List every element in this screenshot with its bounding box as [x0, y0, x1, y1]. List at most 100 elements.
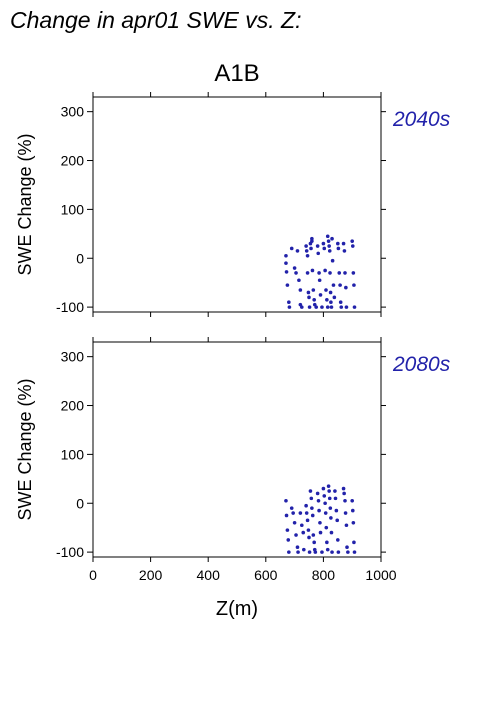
data-point	[312, 297, 316, 302]
data-point	[294, 271, 298, 275]
period-label: 2080s	[392, 353, 451, 376]
data-point	[317, 278, 322, 283]
data-point	[346, 550, 350, 554]
data-point	[289, 506, 294, 510]
data-point	[298, 511, 303, 515]
y-tick-label: 200	[61, 398, 85, 414]
x-tick-label: 600	[254, 567, 278, 583]
data-point	[304, 511, 309, 515]
data-point	[302, 547, 306, 552]
data-point	[329, 300, 333, 305]
data-point	[305, 271, 310, 275]
data-point	[331, 283, 336, 287]
data-point	[343, 271, 347, 275]
data-point	[326, 484, 331, 488]
data-point	[323, 268, 327, 273]
data-point	[310, 239, 314, 243]
data-point	[327, 489, 331, 493]
y-axis-label: SWE Change (%)	[15, 378, 35, 520]
figure-title: Change in apr01 SWE vs. Z:	[10, 7, 301, 33]
data-point	[287, 550, 291, 554]
y-tick-label: 200	[61, 153, 85, 169]
data-point	[284, 270, 289, 274]
data-point	[284, 499, 288, 503]
data-point	[341, 486, 346, 491]
data-point	[338, 300, 343, 305]
data-point	[344, 523, 349, 528]
data-point	[320, 305, 324, 309]
data-point	[341, 241, 346, 246]
data-point	[329, 305, 334, 309]
data-point	[336, 246, 341, 251]
data-point	[314, 305, 319, 309]
data-point	[344, 305, 349, 309]
data-point	[324, 525, 329, 530]
data-point	[316, 499, 321, 503]
data-point	[321, 486, 326, 491]
data-point	[327, 244, 331, 248]
data-point	[311, 533, 316, 537]
data-point	[318, 293, 323, 297]
data-point	[350, 244, 355, 248]
data-point	[323, 511, 328, 515]
data-point	[325, 305, 330, 309]
data-point	[352, 540, 356, 545]
data-point	[292, 520, 297, 525]
data-point	[295, 545, 300, 550]
data-point	[327, 249, 332, 253]
data-point	[327, 496, 332, 501]
data-point	[307, 295, 311, 300]
data-point	[321, 241, 326, 246]
y-tick-label: 0	[76, 495, 84, 511]
data-point	[325, 297, 329, 302]
data-point	[332, 295, 337, 300]
data-point	[309, 246, 313, 251]
data-point	[352, 305, 357, 309]
data-point	[287, 300, 291, 305]
data-point	[297, 278, 301, 283]
data-point	[304, 503, 308, 508]
data-point	[316, 251, 321, 256]
data-point	[342, 249, 347, 253]
data-point	[307, 305, 312, 309]
data-point	[308, 489, 313, 493]
y-axis-label: SWE Change (%)	[15, 133, 35, 275]
data-point	[296, 550, 300, 554]
data-point	[352, 283, 356, 287]
data-point	[305, 518, 310, 523]
x-tick-label: 200	[139, 567, 163, 583]
data-point	[330, 550, 334, 554]
data-point	[318, 530, 323, 535]
x-tick-label: 800	[312, 567, 336, 583]
data-point	[330, 236, 334, 241]
data-point	[351, 520, 356, 525]
data-point	[350, 239, 355, 243]
data-point	[284, 254, 288, 258]
scenario-label: A1B	[214, 60, 259, 87]
x-axis-label: Z(m)	[216, 598, 258, 620]
data-point	[307, 550, 312, 554]
data-point	[306, 290, 311, 295]
data-point	[292, 266, 297, 270]
data-point	[317, 271, 321, 275]
y-tick-label: 300	[61, 104, 85, 120]
data-point	[289, 246, 294, 251]
data-point	[318, 520, 322, 525]
data-point	[317, 508, 321, 513]
x-tick-label: 1000	[365, 567, 396, 583]
data-point	[298, 288, 303, 292]
data-point	[343, 511, 348, 515]
data-point	[284, 261, 288, 265]
data-point	[323, 501, 327, 506]
x-tick-label: 400	[197, 567, 221, 583]
data-point	[295, 249, 300, 253]
data-point	[305, 254, 310, 258]
plot-frame	[92, 96, 382, 313]
panel-2080s: -100 0 100 200 300 0 200 400 600 800 1000 SWE Chang…	[15, 337, 451, 583]
y-tick-label: -100	[56, 544, 84, 560]
data-point	[352, 550, 357, 554]
data-point	[294, 533, 298, 537]
data-point	[310, 506, 314, 510]
data-point	[300, 523, 304, 528]
data-point	[284, 513, 289, 518]
